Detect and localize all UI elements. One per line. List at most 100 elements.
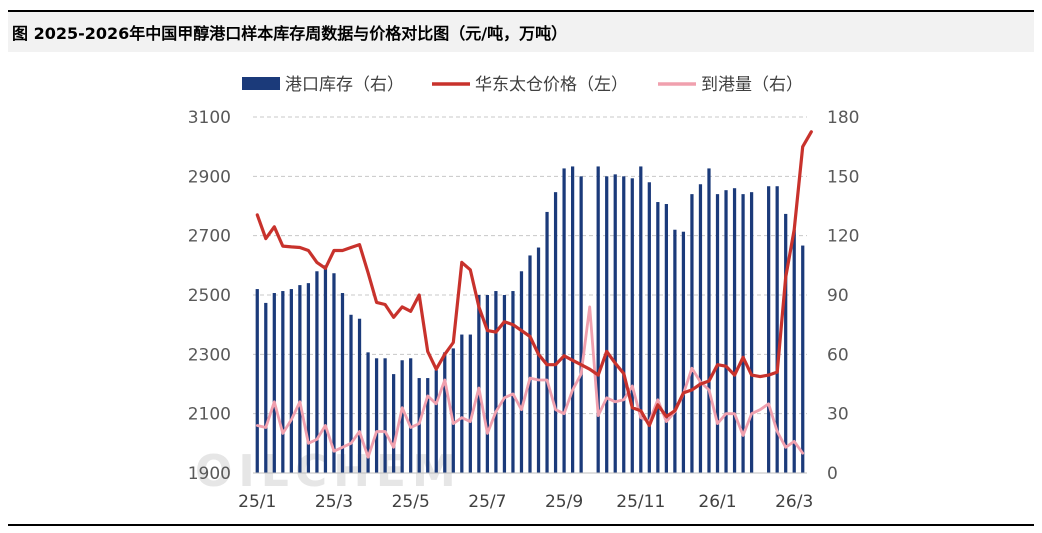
inventory-bar — [443, 352, 447, 473]
x-tick-label: 25/9 — [545, 492, 583, 512]
legend-swatch — [242, 77, 280, 90]
inventory-bar — [357, 318, 362, 473]
series-lines — [255, 130, 813, 459]
inventory-bar — [434, 370, 438, 473]
x-tick-label: 25/5 — [392, 492, 430, 512]
bottom-rule — [8, 524, 1034, 526]
axes: 1900 2100 2300 2500 2700 2900 3100 0 30 60 90 120 15… — [188, 108, 860, 512]
inventory-bar — [298, 285, 302, 473]
left-tick-label: 3100 — [188, 108, 231, 128]
inventory-bar — [306, 283, 311, 473]
inventory-bar — [545, 211, 549, 473]
inventory-bar — [605, 176, 609, 473]
chart-svg: OILCHEM 1900 2100 2300 2500 2700 2900 3100 0 30 6… — [188, 75, 860, 512]
inventory-bar — [272, 293, 276, 473]
inventory-bar — [502, 295, 507, 473]
inventory-bar — [426, 378, 430, 473]
left-tick-label: 2500 — [188, 286, 231, 306]
figure-title: 图 2025-2026年中国甲醇港口样本库存周数据与价格对比图（元/吨，万吨） — [12, 24, 568, 43]
x-tick-label: 26/3 — [775, 492, 813, 512]
inventory-bar — [264, 302, 268, 473]
inventory-bar — [409, 358, 413, 473]
inventory-bar — [784, 213, 788, 473]
inventory-bar — [460, 334, 464, 473]
inventory-bar — [664, 204, 668, 473]
inventory-bar — [715, 194, 720, 473]
inventory-bar — [553, 192, 558, 473]
inventory-bar — [647, 182, 651, 473]
left-tick-label: 2100 — [188, 405, 231, 425]
inventory-bar — [468, 334, 472, 473]
inventory-bar — [690, 194, 694, 473]
watermark: OILCHEM — [195, 446, 462, 497]
inventory-bar — [477, 295, 481, 473]
inventory-bar — [315, 271, 319, 473]
inventory-bar — [289, 289, 293, 473]
inventory-bar — [775, 186, 779, 473]
left-tick-label: 2700 — [188, 227, 231, 247]
inventory-bar — [451, 348, 455, 473]
inventory-bar — [392, 374, 396, 473]
inventory-bar — [741, 194, 745, 473]
inventory-bar — [323, 265, 328, 473]
right-tick-label: 60 — [827, 345, 849, 365]
inventory-bar — [528, 255, 532, 473]
inventory-bar — [562, 168, 566, 473]
left-tick-label: 1900 — [188, 464, 231, 484]
inventory-bar — [570, 166, 575, 473]
right-tick-label: 180 — [827, 108, 859, 128]
inventory-bar — [801, 245, 805, 473]
arrivals-line — [255, 305, 805, 459]
inventory-bar — [707, 168, 711, 473]
inventory-bar — [767, 186, 771, 473]
inventory-bar — [630, 178, 634, 474]
left-tick-label: 2900 — [188, 167, 231, 187]
inventory-bar — [332, 273, 336, 473]
inventory-bar — [511, 291, 515, 473]
inventory-bar — [622, 176, 626, 473]
right-tick-label: 120 — [827, 227, 859, 247]
right-tick-label: 150 — [827, 167, 859, 187]
price-line — [255, 130, 813, 428]
inventory-bar — [698, 184, 703, 473]
inventory-bar — [519, 271, 524, 473]
inventory-bar — [255, 289, 259, 473]
inventory-bar — [374, 358, 379, 473]
legend-label: 华东太仓价格（左） — [475, 75, 628, 95]
inventory-bar — [494, 291, 498, 473]
x-tick-label: 26/1 — [698, 492, 736, 512]
inventory-bar — [613, 174, 617, 473]
inventory-bar — [579, 176, 583, 473]
inventory-bar — [681, 231, 686, 473]
x-tick-label: 25/1 — [238, 492, 276, 512]
inventory-bar — [536, 247, 541, 473]
inventory-bar — [792, 229, 796, 473]
inventory-bar — [724, 190, 728, 473]
inventory-bar — [732, 188, 737, 473]
title-band — [8, 12, 1034, 52]
inventory-bar — [340, 293, 345, 473]
inventory-bar — [596, 166, 600, 473]
inventory-bar — [673, 229, 677, 473]
legend-label: 港口库存（右） — [285, 75, 404, 95]
right-tick-label: 90 — [827, 286, 849, 306]
right-tick-label: 0 — [827, 464, 838, 484]
inventory-bar — [656, 202, 660, 474]
legend: 港口库存（右） 华东太仓价格（左） 到港量（右） — [242, 75, 803, 95]
chart-area: OILCHEM 1900 2100 2300 2500 2700 2900 3100 0 30 6… — [170, 54, 879, 520]
x-tick-label: 25/11 — [616, 492, 665, 512]
legend-label: 到港量（右） — [701, 75, 803, 95]
left-tick-label: 2300 — [188, 345, 231, 365]
inventory-bar — [349, 314, 353, 473]
inventory-bar — [749, 192, 754, 473]
inventory-bar — [639, 166, 643, 473]
inventory-bar — [383, 358, 387, 473]
inventory-bar — [366, 352, 370, 473]
inventory-bar — [485, 295, 490, 473]
inventory-bar — [400, 360, 404, 473]
x-tick-label: 25/3 — [315, 492, 353, 512]
right-tick-label: 30 — [827, 405, 849, 425]
inventory-bar — [417, 378, 421, 473]
x-tick-label: 25/7 — [468, 492, 506, 512]
top-rule — [8, 10, 1034, 12]
